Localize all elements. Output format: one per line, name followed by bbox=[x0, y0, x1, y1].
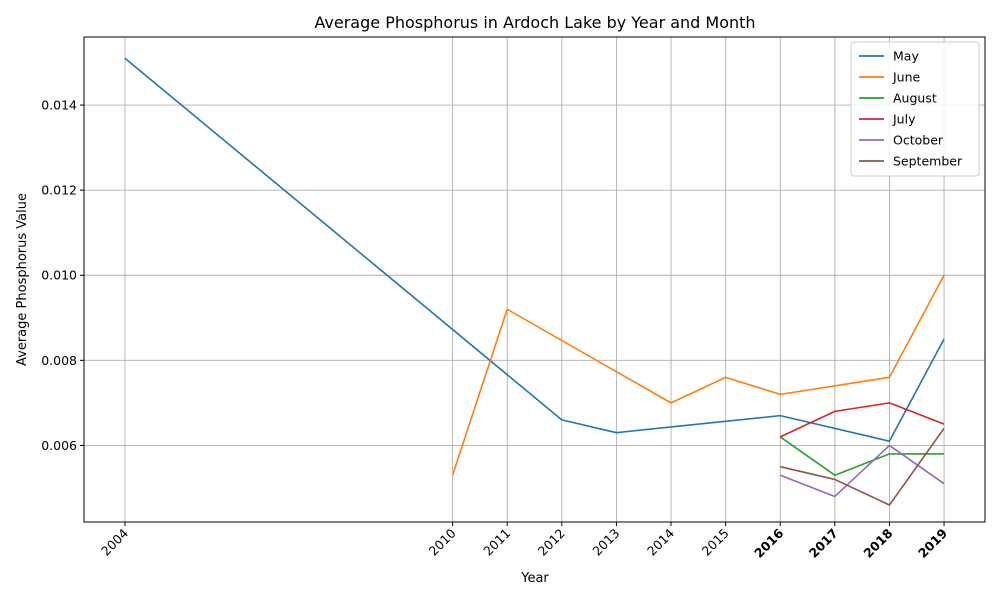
series-line-june bbox=[451, 274, 945, 476]
x-tick-label: 2010 bbox=[426, 525, 459, 558]
grid bbox=[84, 37, 985, 522]
legend-label: June bbox=[892, 70, 921, 85]
legend-label: May bbox=[893, 49, 919, 64]
x-tick-label: 2012 bbox=[535, 526, 568, 559]
x-tick-label: 2011 bbox=[480, 526, 513, 559]
y-tick-label: 0.006 bbox=[41, 438, 77, 453]
x-tick-label: 2015 bbox=[699, 526, 732, 559]
plot-frame bbox=[83, 36, 986, 523]
series-line-august bbox=[779, 436, 945, 477]
x-axis-label: Year bbox=[520, 571, 549, 586]
x-tick-label: 2019 bbox=[915, 526, 950, 561]
chart-title: Average Phosphorus in Ardoch Lake by Yea… bbox=[314, 13, 755, 32]
series-lines bbox=[124, 57, 945, 506]
x-tick-label: 2013 bbox=[589, 526, 622, 559]
legend-label: August bbox=[893, 91, 937, 106]
y-axis-ticks: 0.006 0.008 0.010 0.012 0.014 bbox=[41, 98, 84, 453]
legend-label: July bbox=[892, 112, 916, 127]
y-tick-label: 0.010 bbox=[41, 268, 77, 283]
y-axis-label: Average Phosphorus Value bbox=[15, 193, 30, 366]
x-tick-label: 2016 bbox=[751, 525, 786, 560]
series-line-july bbox=[779, 402, 945, 438]
series-line-may bbox=[124, 57, 945, 442]
x-axis-ticks: 2004 2010 2011 2012 2013 2014 2015 2016 2017 2018… bbox=[98, 522, 950, 561]
legend-label: September bbox=[893, 154, 963, 169]
series-line-september bbox=[780, 427, 945, 506]
series-line-october bbox=[779, 444, 945, 498]
legend-label: October bbox=[893, 133, 944, 148]
y-tick-label: 0.008 bbox=[41, 353, 77, 368]
legend-box bbox=[850, 41, 980, 177]
legend: May June August July October September bbox=[850, 41, 980, 177]
x-tick-label: 2018 bbox=[860, 526, 895, 561]
x-tick-label: 2017 bbox=[806, 526, 841, 561]
y-tick-label: 0.014 bbox=[41, 98, 77, 113]
y-tick-label: 0.012 bbox=[41, 183, 77, 198]
x-tick-label: 2014 bbox=[644, 525, 677, 558]
x-tick-label: 2004 bbox=[98, 525, 131, 558]
